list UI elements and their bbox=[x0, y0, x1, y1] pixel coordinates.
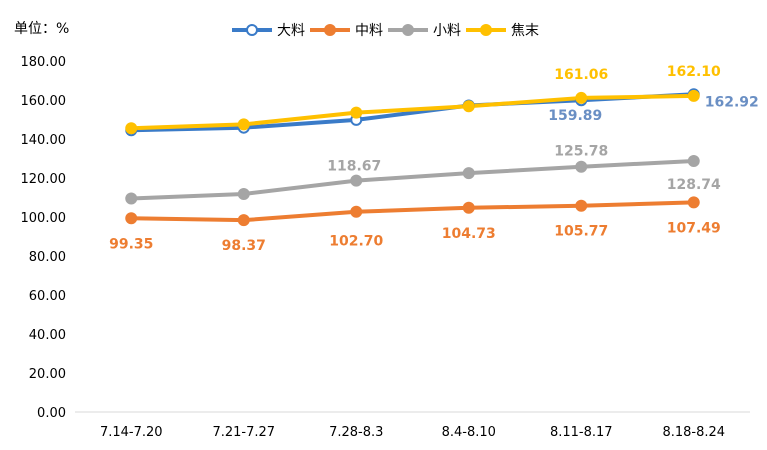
data-point bbox=[350, 174, 363, 187]
data-label: 98.37 bbox=[222, 238, 266, 254]
data-label: 161.06 bbox=[554, 67, 608, 83]
y-tick-label: 0.00 bbox=[37, 406, 66, 421]
legend-label: 大料 bbox=[277, 23, 305, 39]
data-point bbox=[125, 212, 138, 225]
data-point bbox=[575, 160, 588, 173]
data-label: 128.74 bbox=[667, 177, 721, 193]
legend-swatch-marker bbox=[246, 24, 258, 36]
legend-swatch-marker bbox=[324, 24, 336, 36]
data-label: 159.89 bbox=[548, 108, 602, 124]
legend-swatch-marker bbox=[402, 24, 414, 36]
data-label: 162.92 bbox=[705, 94, 759, 110]
data-point bbox=[462, 167, 475, 180]
y-tick-label: 80.00 bbox=[29, 250, 66, 265]
y-tick-label: 20.00 bbox=[29, 367, 66, 382]
y-tick-label: 180.00 bbox=[21, 55, 67, 70]
legend-label: 小料 bbox=[433, 23, 461, 39]
data-point bbox=[687, 196, 700, 209]
x-tick-label: 8.18-8.24 bbox=[662, 425, 725, 440]
legend-swatch-marker bbox=[480, 24, 492, 36]
data-label: 99.35 bbox=[109, 236, 153, 252]
data-point bbox=[237, 214, 250, 227]
x-tick-label: 7.21-7.27 bbox=[212, 425, 275, 440]
data-point bbox=[462, 201, 475, 214]
series-line-xiaoliao bbox=[129, 158, 696, 201]
data-point bbox=[350, 106, 363, 119]
y-tick-label: 100.00 bbox=[21, 211, 67, 226]
data-label: 102.70 bbox=[329, 234, 383, 250]
legend-label: 中料 bbox=[355, 23, 383, 39]
x-tick-label: 7.28-8.3 bbox=[329, 425, 383, 440]
data-label: 105.77 bbox=[554, 224, 608, 240]
data-point bbox=[687, 89, 700, 102]
data-point bbox=[575, 91, 588, 104]
data-point bbox=[125, 122, 138, 135]
data-point bbox=[237, 118, 250, 131]
data-label: 162.10 bbox=[667, 64, 721, 80]
data-point bbox=[687, 154, 700, 167]
data-point bbox=[575, 199, 588, 212]
x-tick-label: 8.11-8.17 bbox=[550, 425, 613, 440]
y-tick-label: 140.00 bbox=[21, 133, 67, 148]
data-point bbox=[125, 192, 138, 205]
series-line-zhongliao bbox=[129, 200, 696, 223]
y-tick-label: 120.00 bbox=[21, 172, 67, 187]
data-label: 118.67 bbox=[327, 159, 381, 175]
data-label: 107.49 bbox=[667, 220, 721, 236]
data-label: 104.73 bbox=[442, 226, 496, 242]
y-tick-label: 40.00 bbox=[29, 328, 66, 343]
data-point bbox=[462, 100, 475, 113]
x-tick-label: 8.4-8.10 bbox=[442, 425, 496, 440]
unit-label: 单位：% bbox=[14, 21, 70, 37]
data-point bbox=[237, 187, 250, 200]
legend-label: 焦末 bbox=[511, 23, 539, 39]
data-point bbox=[350, 205, 363, 218]
y-tick-label: 160.00 bbox=[21, 94, 67, 109]
y-tick-label: 60.00 bbox=[29, 289, 66, 304]
x-tick-label: 7.14-7.20 bbox=[100, 425, 163, 440]
series-line-jiaomo bbox=[129, 93, 696, 131]
data-label: 125.78 bbox=[554, 144, 608, 160]
